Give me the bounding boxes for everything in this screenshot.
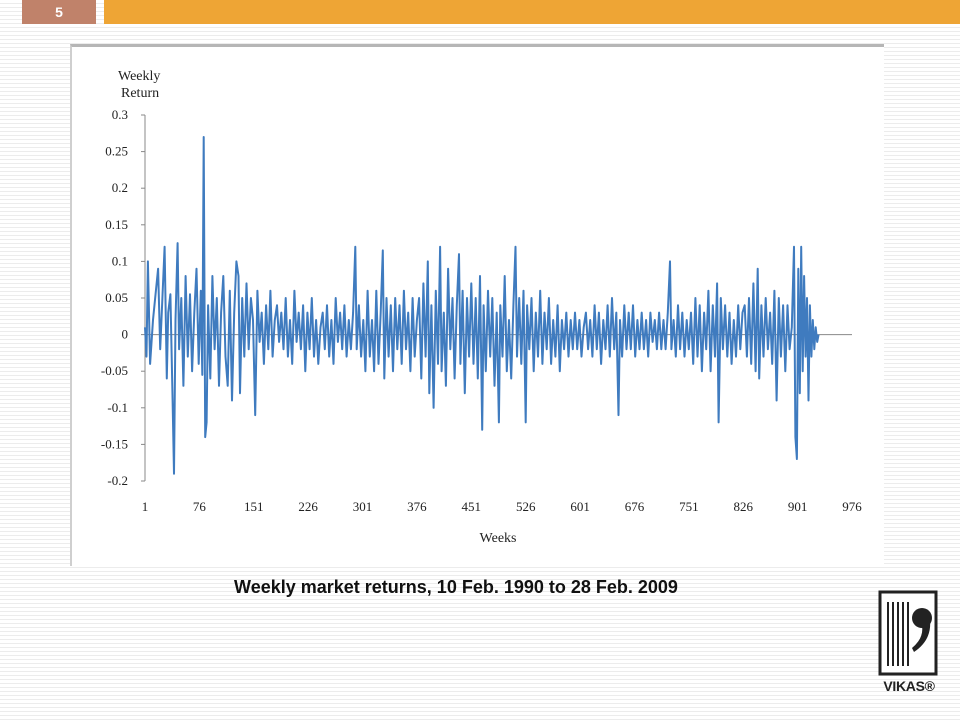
chart-caption: Weekly market returns, 10 Feb. 1990 to 2… bbox=[234, 577, 678, 597]
chart-frame: 0.3 0.25 0.2 0.15 0.1 0.05 0 -0.05 -0.1 -0.15 -0.2… bbox=[70, 44, 884, 566]
y-axis-title-line2: Return bbox=[121, 86, 159, 101]
x-tick-label: 901 bbox=[788, 499, 808, 514]
y-tick-label: -0.2 bbox=[107, 473, 128, 488]
page-number-box: 5 bbox=[22, 0, 96, 24]
x-tick-label: 1 bbox=[142, 499, 149, 514]
y-tick-label: 0.2 bbox=[112, 180, 128, 195]
x-tick-label: 451 bbox=[462, 499, 482, 514]
weekly-returns-chart: 0.3 0.25 0.2 0.15 0.1 0.05 0 -0.05 -0.1 -0.15 -0.2… bbox=[101, 69, 862, 546]
page-number: 5 bbox=[55, 4, 63, 20]
x-axis-title: Weeks bbox=[480, 531, 517, 546]
vikas-book-icon bbox=[878, 590, 938, 676]
y-tick-label: 0.25 bbox=[105, 144, 128, 159]
y-axis-title-line1: Weekly bbox=[118, 69, 160, 84]
x-tick-label: 601 bbox=[570, 499, 590, 514]
x-tick-label: 976 bbox=[842, 499, 862, 514]
x-tick-label: 76 bbox=[193, 499, 207, 514]
x-tick-label: 676 bbox=[625, 499, 645, 514]
x-tick-label: 826 bbox=[733, 499, 753, 514]
x-tick-label: 376 bbox=[407, 499, 427, 514]
y-tick-label: 0 bbox=[122, 327, 129, 342]
x-tick-label: 301 bbox=[353, 499, 373, 514]
y-tick-label: 0.1 bbox=[112, 253, 128, 268]
x-tick-label: 226 bbox=[298, 499, 318, 514]
y-tick-label: -0.05 bbox=[101, 363, 128, 378]
y-tick-label: 0.3 bbox=[112, 107, 128, 122]
y-tick-label: -0.15 bbox=[101, 436, 128, 451]
y-tick-label: -0.1 bbox=[107, 400, 128, 415]
vikas-logo: VIKAS® bbox=[878, 590, 940, 700]
x-tick-label: 151 bbox=[244, 499, 264, 514]
logo-text: VIKAS® bbox=[883, 678, 935, 694]
x-tick-label: 751 bbox=[679, 499, 699, 514]
header-accent-bar bbox=[104, 0, 960, 24]
y-tick-label: 0.15 bbox=[105, 217, 128, 232]
series-line bbox=[144, 136, 820, 475]
y-tick-label: 0.05 bbox=[105, 290, 128, 305]
x-tick-label: 526 bbox=[516, 499, 536, 514]
